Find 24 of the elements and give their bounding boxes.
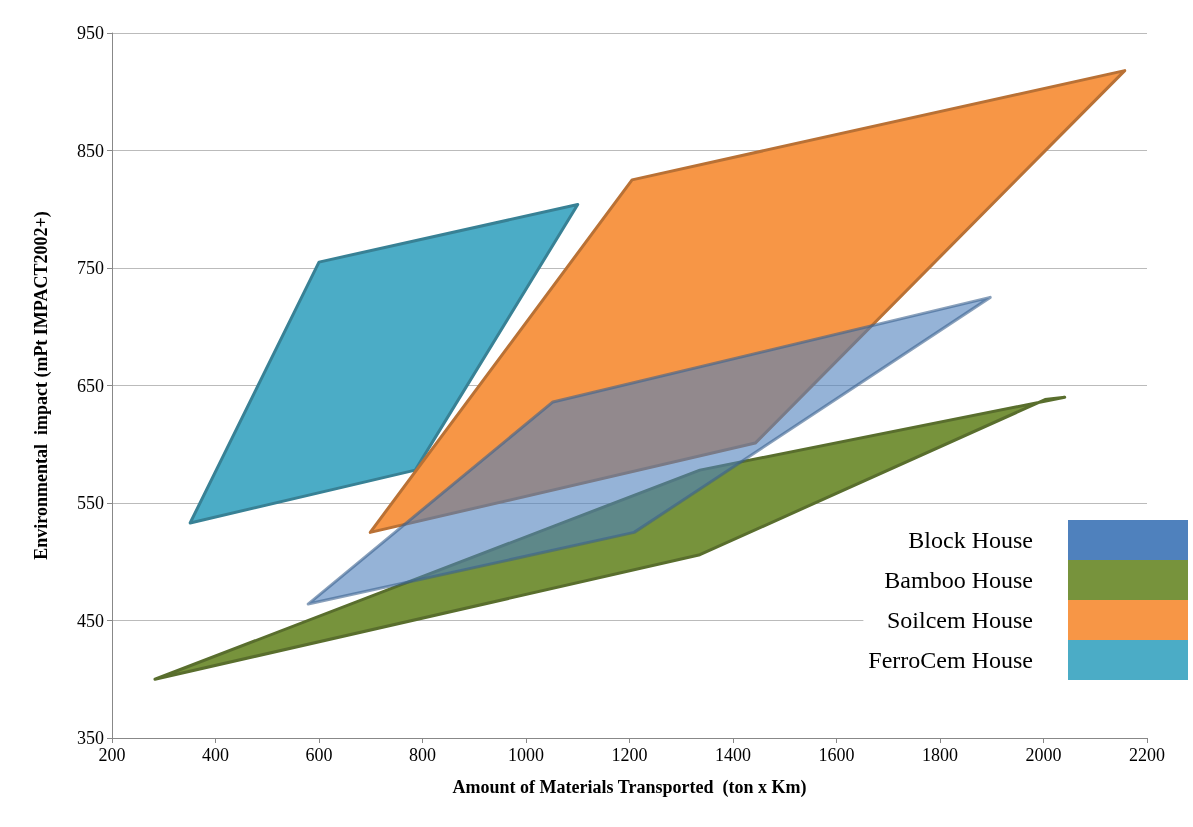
- y-tick-label: 550: [77, 493, 104, 513]
- y-tick-label: 950: [77, 23, 104, 43]
- legend-label: Bamboo House: [884, 567, 1033, 593]
- x-tick-label: 800: [409, 745, 436, 765]
- y-tick-label: 450: [77, 610, 104, 631]
- x-axis-title: Amount of Materials Transported (ton x Km): [452, 777, 807, 798]
- legend-label: Soilcem House: [887, 607, 1033, 633]
- y-tick-label: 850: [77, 140, 104, 161]
- x-tick-label: 1800: [922, 745, 958, 765]
- legend-label: Block House: [908, 527, 1033, 553]
- y-tick-label: 650: [77, 375, 104, 396]
- y-axis-title: Environmental impact (mPt IMPACT2002+): [31, 211, 52, 560]
- y-tick-label: 350: [77, 728, 104, 748]
- x-tick-label: 1000: [508, 745, 544, 765]
- x-tick-label: 2200: [1129, 745, 1165, 765]
- x-tick-label: 1200: [611, 745, 648, 765]
- legend-label: FerroCem House: [868, 647, 1033, 673]
- x-tick-label: 1400: [715, 745, 751, 765]
- x-tick-label: 400: [202, 745, 229, 765]
- x-tick-label: 200: [98, 745, 126, 765]
- x-tick-label: 1600: [818, 745, 855, 765]
- y-tick-label: 750: [77, 258, 104, 278]
- x-tick-label: 2000: [1025, 745, 1062, 765]
- x-tick-label: 600: [305, 745, 333, 765]
